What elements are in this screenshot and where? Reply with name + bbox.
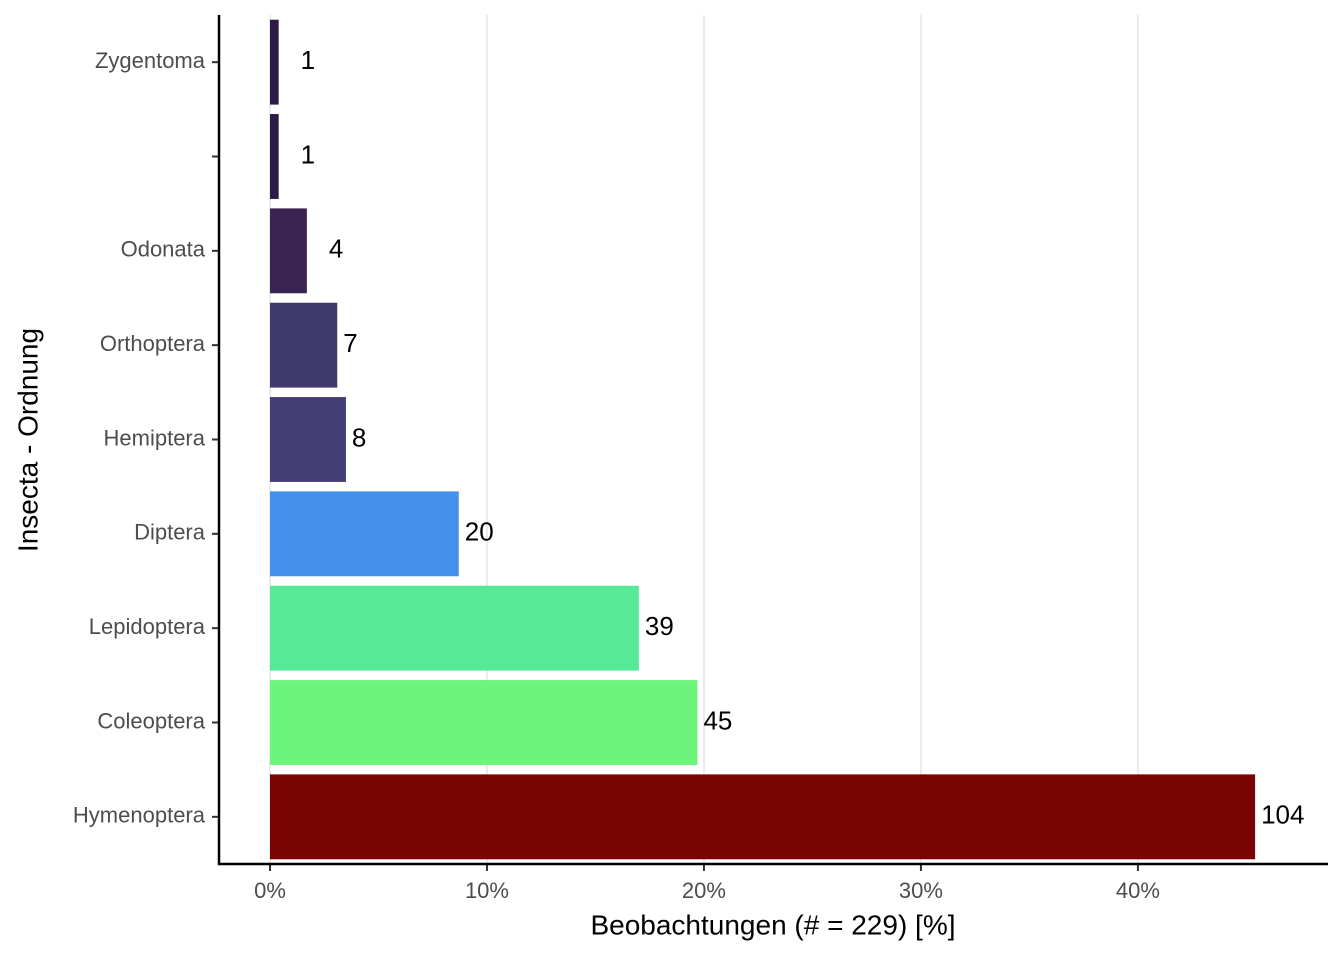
x-tick-label: 40% xyxy=(1116,878,1160,903)
x-tick-label: 20% xyxy=(682,878,726,903)
bar xyxy=(269,208,307,294)
bar xyxy=(269,774,1256,860)
x-tick-label: 10% xyxy=(465,878,509,903)
bar xyxy=(269,114,279,199)
x-tick-label: 0% xyxy=(254,878,286,903)
bar xyxy=(269,302,338,388)
value-label: 45 xyxy=(703,705,732,735)
value-label: 4 xyxy=(329,234,343,264)
y-tick-label: Orthoptera xyxy=(100,331,206,356)
y-tick-label: Odonata xyxy=(121,237,206,262)
value-label: 7 xyxy=(343,328,357,358)
y-tick-label: Hemiptera xyxy=(104,425,206,450)
y-axis-title: Insecta - Ordnung xyxy=(12,328,43,552)
y-tick-label: Hymenoptera xyxy=(73,803,206,828)
y-tick-label: Diptera xyxy=(134,520,206,545)
value-label: 104 xyxy=(1261,800,1304,830)
value-label: 1 xyxy=(301,139,315,169)
y-tick-label: Zygentoma xyxy=(95,48,206,73)
value-label: 20 xyxy=(465,517,494,547)
bar xyxy=(269,19,279,105)
bar xyxy=(269,491,459,577)
x-axis-title: Beobachtungen (# = 229) [%] xyxy=(590,909,955,940)
value-label: 8 xyxy=(352,422,366,452)
y-tick-label: Lepidoptera xyxy=(89,614,206,639)
value-label: 1 xyxy=(301,45,315,75)
x-tick-label: 30% xyxy=(899,878,943,903)
value-label: 39 xyxy=(645,611,674,641)
bar xyxy=(269,585,639,671)
bar xyxy=(269,680,698,765)
bar xyxy=(269,397,346,482)
y-tick-label: Coleoptera xyxy=(97,708,205,733)
